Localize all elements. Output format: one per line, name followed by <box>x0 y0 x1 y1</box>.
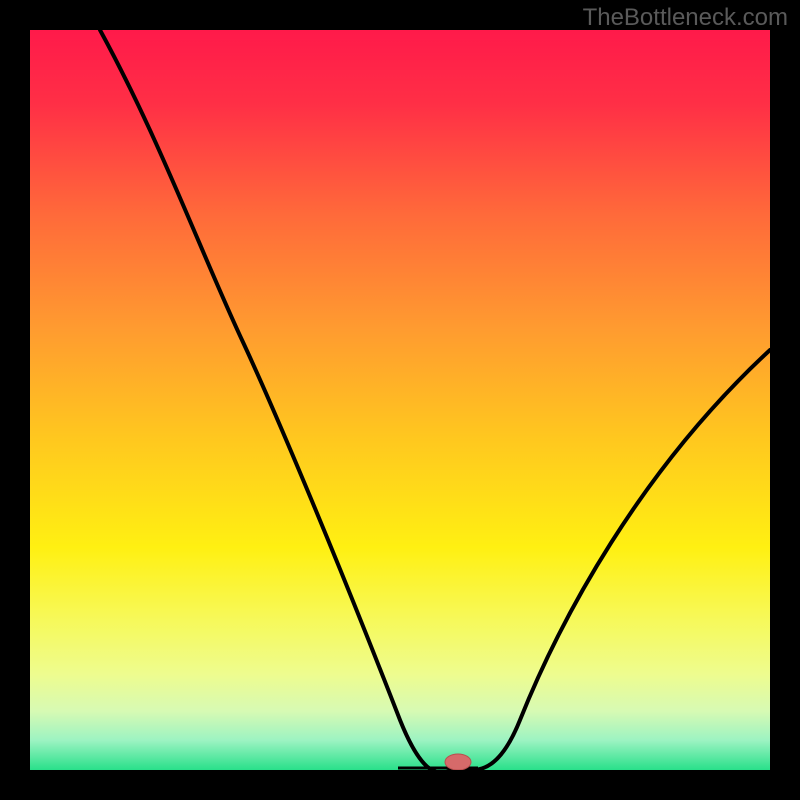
bottleneck-chart-svg <box>0 0 800 800</box>
chart-frame: TheBottleneck.com <box>0 0 800 800</box>
plot-area <box>30 30 770 770</box>
watermark-text: TheBottleneck.com <box>583 4 788 32</box>
bottleneck-marker <box>445 754 471 770</box>
